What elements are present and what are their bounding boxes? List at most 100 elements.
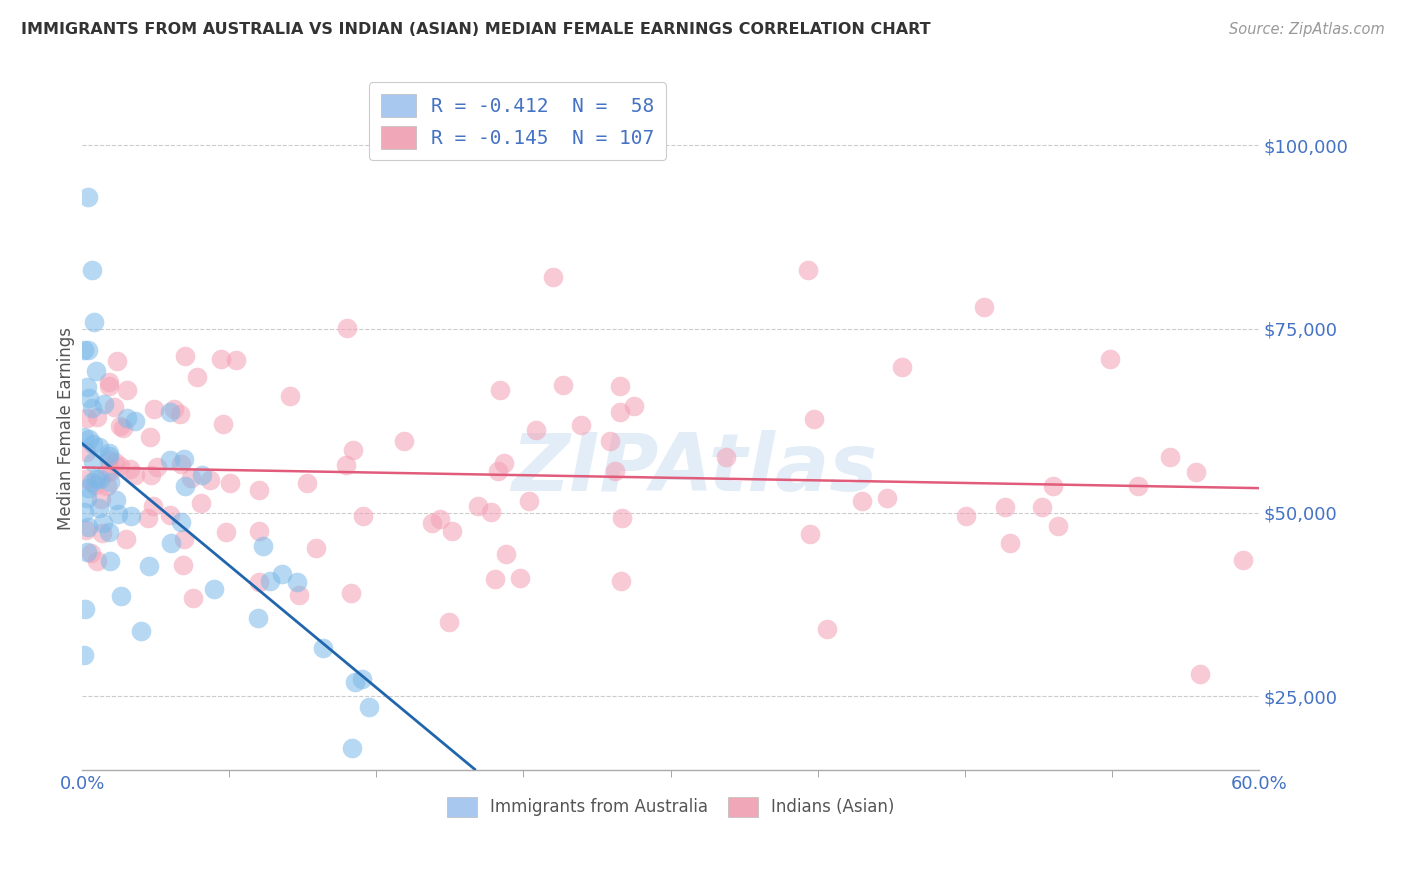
Point (270, 567, 292, 582)
Point (215, 525, 238, 540)
Point (609, 379, 631, 393)
Point (305, 541, 328, 556)
Text: Source: ZipAtlas.com: Source: ZipAtlas.com (1229, 22, 1385, 37)
Point (815, 623, 838, 637)
Point (82, 437, 104, 451)
Point (551, 377, 574, 392)
Point (190, 496, 212, 510)
Point (129, 624, 152, 638)
Point (100, 464, 122, 478)
Point (342, 442, 364, 457)
Point (159, 453, 181, 467)
Point (170, 515, 193, 529)
Point (76, 343, 98, 357)
Point (73, 648, 96, 662)
Point (392, 434, 415, 448)
Point (105, 353, 128, 368)
Text: ZIPAtlas: ZIPAtlas (510, 430, 877, 508)
Point (247, 483, 270, 497)
Point (467, 500, 489, 514)
Legend: Immigrants from Australia, Indians (Asian): Immigrants from Australia, Indians (Asia… (440, 790, 901, 823)
Point (219, 475, 242, 490)
Point (211, 352, 233, 367)
Point (73, 430, 96, 444)
Point (541, 270, 564, 285)
Point (75, 602, 97, 616)
Point (340, 585, 363, 599)
Point (73, 505, 96, 519)
Point (714, 450, 737, 465)
Point (439, 615, 461, 629)
Point (344, 675, 367, 690)
Point (115, 383, 138, 397)
Point (84, 472, 107, 486)
Point (89, 472, 111, 486)
Point (141, 499, 163, 513)
Point (98, 453, 121, 467)
Point (335, 458, 357, 472)
Point (91, 526, 114, 541)
Point (77, 189, 100, 203)
Point (117, 411, 139, 425)
Point (278, 389, 301, 403)
Point (288, 587, 311, 601)
Text: IMMIGRANTS FROM AUSTRALIA VS INDIAN (ASIAN) MEDIAN FEMALE EARNINGS CORRELATION C: IMMIGRANTS FROM AUSTRALIA VS INDIAN (ASI… (21, 22, 931, 37)
Point (159, 508, 181, 522)
Point (285, 574, 308, 589)
Point (76, 545, 98, 559)
Point (107, 507, 129, 521)
Point (1232, 553, 1254, 567)
Point (174, 479, 197, 493)
Point (87, 500, 110, 515)
Point (77, 391, 100, 405)
Point (105, 493, 128, 508)
Point (803, 411, 825, 425)
Point (96, 479, 118, 493)
Point (252, 539, 274, 553)
Point (82, 401, 104, 416)
Point (86, 553, 108, 567)
Point (352, 509, 374, 524)
Point (138, 558, 160, 573)
Point (247, 574, 270, 589)
Point (186, 370, 208, 384)
Point (495, 547, 517, 561)
Point (1046, 519, 1069, 533)
Point (336, 321, 359, 335)
Point (610, 574, 633, 588)
Point (1042, 478, 1064, 492)
Point (80, 263, 103, 277)
Point (429, 512, 451, 526)
Point (86, 409, 108, 424)
Point (249, 524, 271, 538)
Point (73, 343, 96, 357)
Point (75, 445, 97, 459)
Point (1159, 450, 1181, 464)
Point (83, 315, 105, 329)
Point (98, 475, 121, 490)
Point (198, 473, 221, 487)
Point (104, 455, 127, 469)
Point (508, 571, 530, 585)
Point (246, 610, 269, 624)
Point (1184, 465, 1206, 479)
Point (84, 363, 107, 377)
Point (1128, 479, 1150, 493)
Point (180, 471, 202, 485)
Point (340, 741, 363, 756)
Point (1189, 667, 1212, 681)
Point (1031, 500, 1053, 515)
Point (75, 523, 97, 537)
Point (98, 449, 121, 463)
Point (77, 432, 100, 446)
Point (484, 572, 506, 586)
Point (486, 464, 509, 478)
Point (120, 509, 142, 524)
Point (103, 400, 125, 414)
Point (352, 672, 374, 686)
Point (359, 699, 381, 714)
Point (202, 582, 225, 597)
Point (142, 402, 165, 417)
Point (169, 407, 191, 421)
Point (75, 472, 97, 486)
